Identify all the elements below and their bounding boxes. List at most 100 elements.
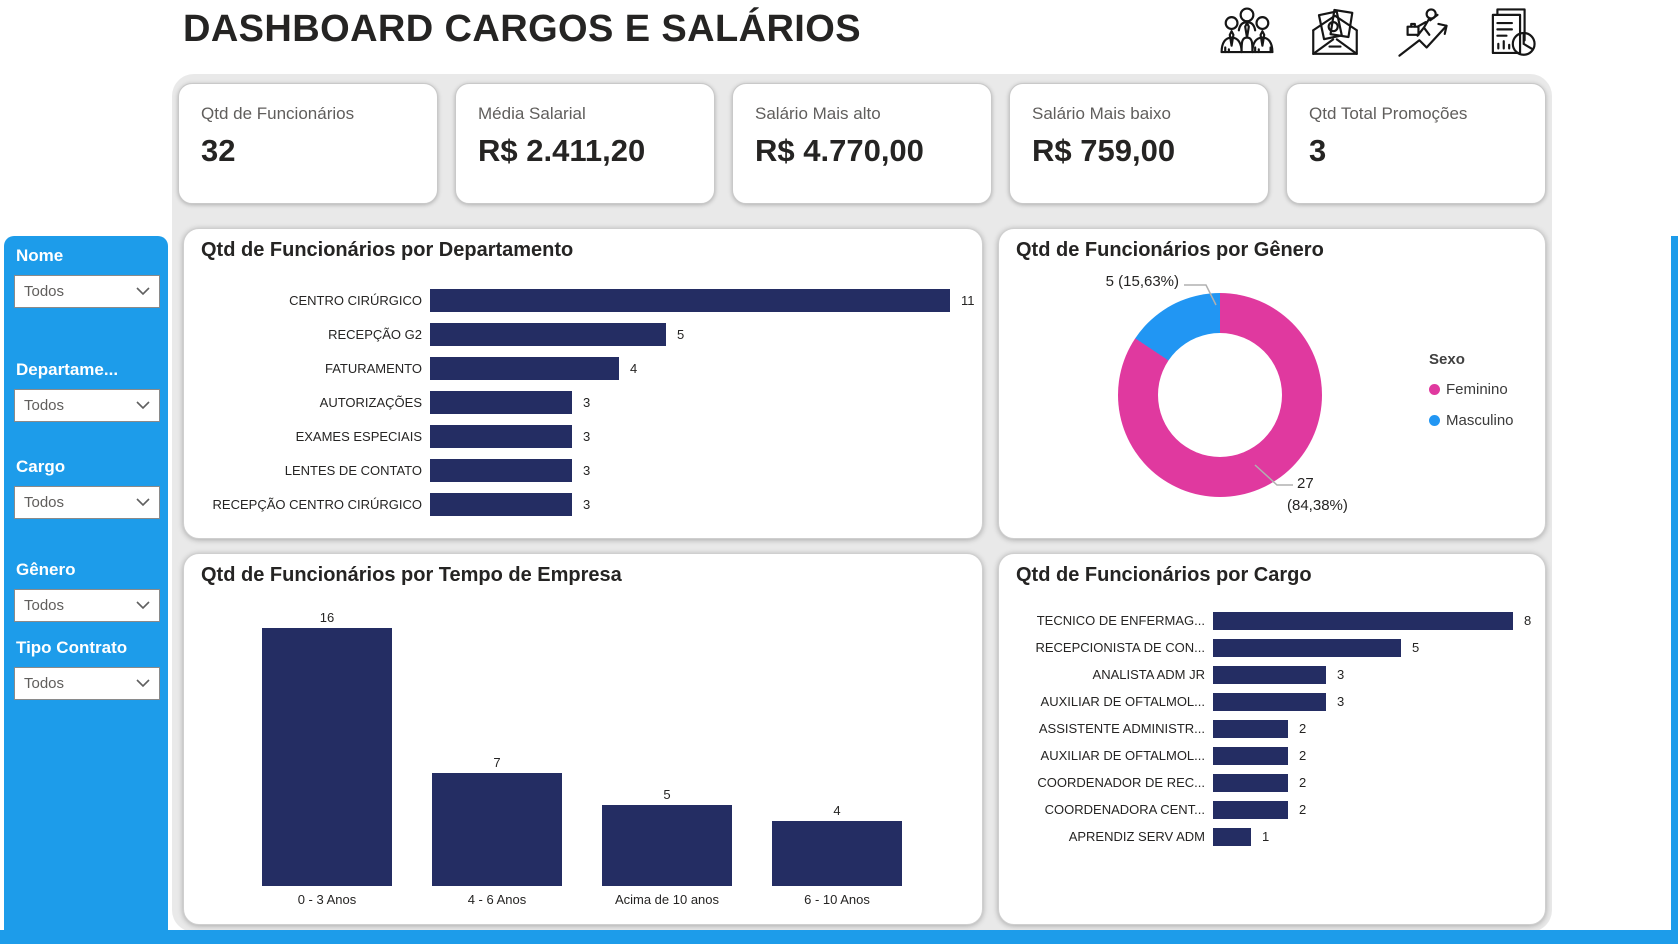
filter-select-genero[interactable]: Todos	[14, 589, 160, 622]
bar[interactable]	[1213, 692, 1326, 711]
bar-row: AUXILIAR DE OFTALMOL... 3	[1015, 688, 1531, 715]
callout-line	[1183, 279, 1223, 309]
masculino-dot-icon	[1429, 415, 1440, 426]
value-label: 5	[677, 326, 685, 342]
category-label: COORDENADORA CENT...	[1044, 802, 1205, 817]
bar[interactable]	[430, 424, 572, 448]
bar[interactable]	[430, 390, 572, 414]
value-label: 3	[583, 428, 591, 444]
kpi-card-salario-mais-alto: Salário Mais alto R$ 4.770,00	[732, 83, 992, 204]
report-documents-icon	[1482, 4, 1540, 62]
value-label: 5	[1412, 640, 1420, 655]
chevron-down-icon	[136, 675, 150, 692]
bar[interactable]	[1213, 611, 1513, 630]
filter-select-nome[interactable]: Todos	[14, 275, 160, 308]
value-label: 3	[583, 462, 591, 478]
kpi-label: Média Salarial	[478, 104, 586, 123]
bar-row: COORDENADOR DE REC... 2	[1015, 769, 1531, 796]
filter-label-nome: Nome	[16, 246, 64, 265]
kpi-row: Qtd de Funcionários 32 Média Salarial R$…	[178, 83, 1546, 204]
bar-row: ANALISTA ADM JR 3	[1015, 661, 1531, 688]
legend-item-masculino[interactable]: Masculino	[1429, 412, 1514, 429]
bar[interactable]	[772, 821, 902, 886]
employees-group-icon	[1218, 4, 1276, 62]
kpi-card-total-promocoes: Qtd Total Promoções 3	[1286, 83, 1546, 204]
legend: Sexo Feminino Masculino	[1429, 351, 1514, 443]
bar[interactable]	[1213, 665, 1326, 684]
value-label: 3	[1337, 694, 1345, 709]
bar[interactable]	[432, 773, 562, 886]
category-label: EXAMES ESPECIAIS	[295, 428, 422, 444]
value-label: 3	[583, 394, 591, 410]
salary-envelope-icon	[1306, 4, 1364, 62]
value-label: 2	[1299, 721, 1307, 736]
column: 16 0 - 3 Anos	[262, 610, 392, 907]
bar[interactable]	[1213, 773, 1288, 792]
value-label: 16	[319, 610, 335, 625]
value-label: 8	[1524, 613, 1532, 628]
kpi-card-salario-mais-baixo: Salário Mais baixo R$ 759,00	[1009, 83, 1269, 204]
category-label: RECEPÇÃO G2	[328, 326, 422, 342]
bar-row: AUTORIZAÇÕES 3	[200, 385, 975, 419]
feminino-callout-pct: (84,38%)	[1287, 497, 1348, 514]
kpi-label: Salário Mais alto	[755, 104, 881, 123]
filter-label-cargo: Cargo	[16, 457, 66, 476]
filter-label-tipo-contrato: Tipo Contrato	[16, 638, 128, 657]
legend-label: Masculino	[1446, 412, 1514, 429]
filter-value: Todos	[24, 675, 65, 692]
value-label: 7	[493, 755, 501, 770]
value-label: 2	[1299, 775, 1307, 790]
value-label: 4	[833, 803, 841, 818]
category-label: TECNICO DE ENFERMAG...	[1036, 613, 1205, 628]
bar[interactable]	[430, 492, 572, 516]
bar[interactable]	[1213, 800, 1288, 819]
chevron-down-icon	[136, 597, 150, 614]
filter-select-tipo-contrato[interactable]: Todos	[14, 667, 160, 700]
value-label: 4	[630, 360, 638, 376]
value-label: 2	[1299, 802, 1307, 817]
category-label: Acima de 10 anos	[614, 892, 720, 907]
bar[interactable]	[430, 356, 619, 380]
chart-tempo-empresa-card: Qtd de Funcionários por Tempo de Empresa…	[183, 553, 983, 925]
bar[interactable]	[1213, 638, 1401, 657]
bottom-accent-bar	[0, 930, 1678, 944]
bar[interactable]	[430, 458, 572, 482]
kpi-value: 32	[201, 133, 236, 168]
chart-departamento-card: Qtd de Funcionários por Departamento CEN…	[183, 228, 983, 539]
bar[interactable]	[430, 322, 666, 346]
bar[interactable]	[602, 805, 732, 886]
value-label: 3	[583, 496, 591, 512]
bar-row: RECEPÇÃO CENTRO CIRÚRGICO 3	[200, 487, 975, 521]
column: 5 Acima de 10 anos	[602, 787, 732, 907]
filter-value: Todos	[24, 397, 65, 414]
legend-label: Feminino	[1446, 381, 1508, 398]
donut-chart[interactable]	[1118, 293, 1322, 497]
chart-title: Qtd de Funcionários por Tempo de Empresa	[201, 564, 622, 586]
chart-title: Qtd de Funcionários por Departamento	[201, 239, 574, 261]
category-label: 0 - 3 Anos	[297, 892, 357, 907]
bar[interactable]	[262, 628, 392, 886]
bar[interactable]	[1213, 719, 1288, 738]
bar-row: ASSISTENTE ADMINISTR... 2	[1015, 715, 1531, 742]
value-label: 5	[663, 787, 671, 802]
cargo-bar-chart: TECNICO DE ENFERMAG... 8 RECEPCIONISTA DE …	[1015, 607, 1531, 850]
bar-row: AUXILIAR DE OFTALMOL... 2	[1015, 742, 1531, 769]
category-label: APRENDIZ SERV ADM	[1068, 829, 1205, 844]
bar-row: APRENDIZ SERV ADM 1	[1015, 823, 1531, 850]
chevron-down-icon	[136, 494, 150, 511]
value-label: 2	[1299, 748, 1307, 763]
bar-row: TECNICO DE ENFERMAG... 8	[1015, 607, 1531, 634]
legend-title: Sexo	[1429, 351, 1465, 368]
category-label: AUXILIAR DE OFTALMOL...	[1040, 694, 1205, 709]
kpi-label: Salário Mais baixo	[1032, 104, 1171, 123]
filter-select-departamento[interactable]: Todos	[14, 389, 160, 422]
bar[interactable]	[1213, 746, 1288, 765]
filter-select-cargo[interactable]: Todos	[14, 486, 160, 519]
feminino-dot-icon	[1429, 384, 1440, 395]
chart-title: Qtd de Funcionários por Cargo	[1016, 564, 1312, 586]
bar[interactable]	[430, 288, 950, 312]
legend-item-feminino[interactable]: Feminino	[1429, 381, 1514, 398]
chevron-down-icon	[136, 397, 150, 414]
bar[interactable]	[1213, 827, 1251, 846]
